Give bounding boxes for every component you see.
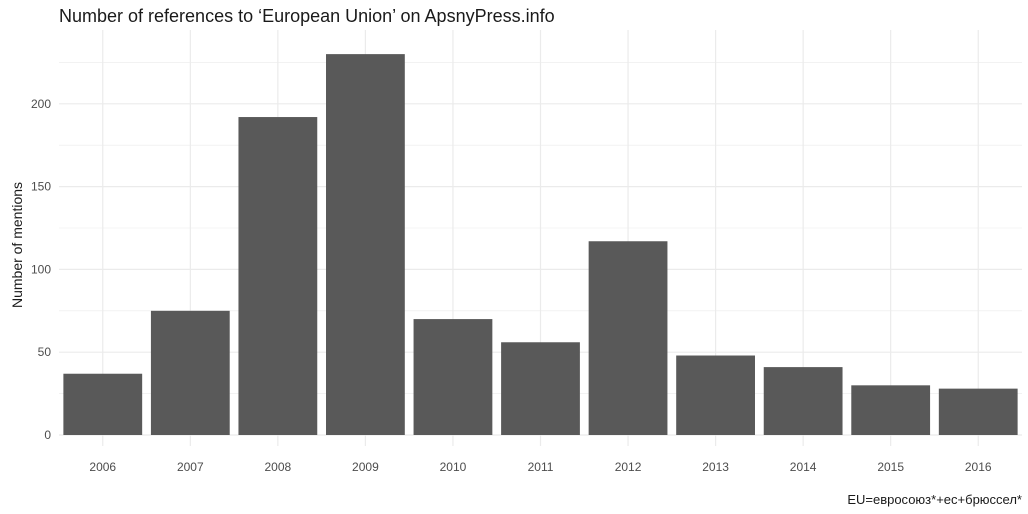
y-tick-label: 100 xyxy=(31,262,51,276)
y-tick-label: 200 xyxy=(31,97,51,111)
x-tick-label: 2010 xyxy=(440,460,467,474)
y-tick-label: 150 xyxy=(31,180,51,194)
x-tick-label: 2014 xyxy=(790,460,817,474)
x-tick-label: 2009 xyxy=(352,460,379,474)
bar-2016 xyxy=(938,388,1018,435)
bar-2012 xyxy=(588,241,668,435)
x-tick-label: 2013 xyxy=(702,460,729,474)
x-tick-label: 2006 xyxy=(89,460,116,474)
bar-2008 xyxy=(238,117,318,435)
bar-2007 xyxy=(150,310,230,435)
y-tick-label: 50 xyxy=(38,345,52,359)
chart-caption: EU=евросоюз*+ес+брюссел* xyxy=(847,492,1022,507)
x-tick-label: 2012 xyxy=(615,460,642,474)
bar-2015 xyxy=(851,385,931,435)
y-tick-label: 0 xyxy=(44,428,51,442)
bar-2010 xyxy=(413,319,493,435)
x-tick-label: 2016 xyxy=(965,460,992,474)
bar-2011 xyxy=(501,342,580,435)
bar-2014 xyxy=(763,367,843,435)
bar-2009 xyxy=(326,54,405,436)
x-tick-label: 2007 xyxy=(177,460,204,474)
chart-title: Number of references to ‘European Union’… xyxy=(59,6,555,26)
bar-2013 xyxy=(676,355,755,435)
bar-2006 xyxy=(63,373,143,435)
x-tick-label: 2015 xyxy=(877,460,904,474)
x-tick-label: 2011 xyxy=(528,460,554,474)
x-tick-label: 2008 xyxy=(265,460,292,474)
